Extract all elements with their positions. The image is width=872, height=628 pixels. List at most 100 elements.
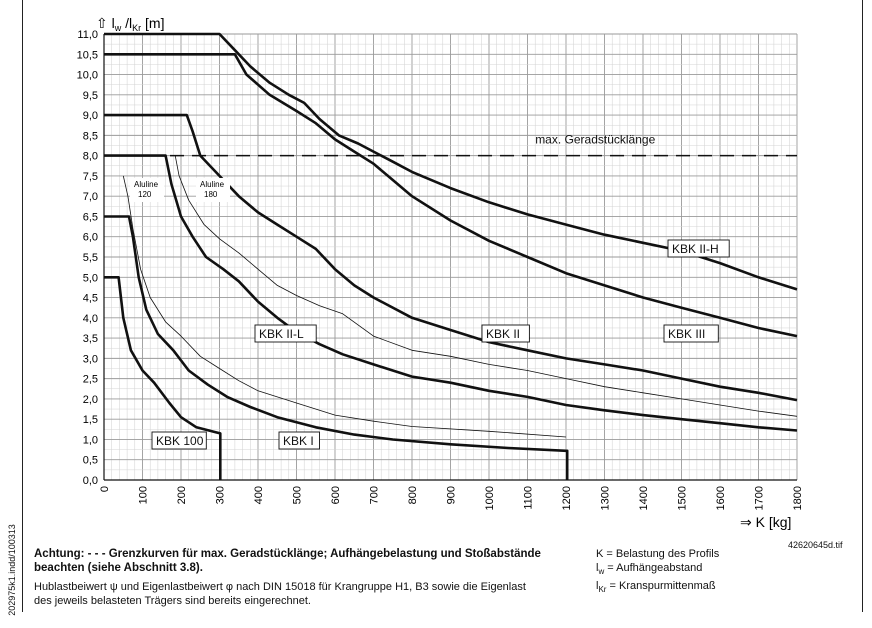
x-tick-label: 600 xyxy=(330,486,342,504)
series-line-kbk-ii xyxy=(104,113,798,402)
y-tick-label: 5,5 xyxy=(83,252,98,264)
y-tick-label: 0,5 xyxy=(83,455,98,467)
aluline-label-bg-aluline-180 xyxy=(196,178,230,202)
series-line-kbk-iii xyxy=(104,53,798,338)
y-tick-label: 4,5 xyxy=(83,293,98,305)
y-tick-label: 1,5 xyxy=(83,414,98,426)
coefficient-note: Hublastbeiwert ψ und Eigenlastbeiwert φ … xyxy=(34,580,526,608)
y-tick-label: 1,0 xyxy=(83,434,98,446)
legend-lw-text: = Aufhängeabstand xyxy=(604,562,703,574)
y-tick-label: 4,0 xyxy=(83,313,98,325)
series-line-kbk-ii-h xyxy=(104,32,798,291)
symbol-legend: K = Belastung des Profils lw = Aufhängea… xyxy=(596,547,719,597)
curve-label-kbk-ii-l: KBK II-L xyxy=(259,327,304,341)
aluline-label-aluline-180: Aluline xyxy=(200,180,225,189)
legend-lw-symbol: l xyxy=(596,562,599,574)
y-axis-label-part: w xyxy=(114,23,122,33)
curve-label-box-kbk-ii-l xyxy=(254,324,317,343)
series-line-aluline-180 xyxy=(174,155,798,417)
curve-label-box-kbk-i xyxy=(278,431,320,450)
warning-text: Achtung: - - - Grenzkurven für max. Gera… xyxy=(34,547,541,575)
x-tick-label: 1400 xyxy=(638,486,650,510)
curve-label-kbk-ii-h: KBK II-H xyxy=(672,242,719,256)
y-tick-label: 10,0 xyxy=(77,70,98,82)
note-line-2: des jeweils belasteten Trägers sind bere… xyxy=(34,595,311,607)
chart-frame-left xyxy=(22,0,23,612)
x-tick-label: 1600 xyxy=(715,486,727,510)
x-tick-label: 400 xyxy=(253,486,265,504)
legend-lkr: lKr = Kranspurmittenmaß xyxy=(596,579,719,597)
y-axis-arrow: ⇧ xyxy=(96,15,112,31)
x-axis-label: ⇒ K [kg] xyxy=(740,514,791,530)
y-tick-label: 6,5 xyxy=(83,211,98,223)
y-tick-label: 8,5 xyxy=(83,130,98,142)
curve-label-kbk-i: KBK I xyxy=(283,434,314,448)
y-axis-label-part: /l xyxy=(121,15,132,31)
y-tick-label: 2,0 xyxy=(83,394,98,406)
aluline-label-value-aluline-120: 120 xyxy=(138,190,152,199)
warning-line-2: beachten (siehe Abschnitt 3.8). xyxy=(34,562,203,574)
curve-label-box-kbk-ii xyxy=(481,324,530,343)
y-axis-label-part: Kr xyxy=(132,23,141,33)
x-tick-label: 800 xyxy=(407,486,419,504)
x-tick-label: 1200 xyxy=(561,486,573,510)
file-reference: 42620645d.tif xyxy=(788,540,843,550)
curve-label-box-kbk-ii-h xyxy=(667,239,730,258)
warning-line-1: Achtung: - - - Grenzkurven für max. Gera… xyxy=(34,548,541,560)
y-tick-label: 7,5 xyxy=(83,171,98,183)
y-tick-label: 6,0 xyxy=(83,232,98,244)
legend-lkr-symbol: l xyxy=(596,580,599,593)
legend-lw-subscript: w xyxy=(598,567,605,577)
y-tick-label: 11,0 xyxy=(77,29,98,41)
x-tick-label: 0 xyxy=(99,486,111,492)
curve-label-kbk-iii: KBK III xyxy=(668,327,705,341)
legend-lkr-text: = Kranspurmittenmaß xyxy=(606,580,716,593)
x-tick-label: 200 xyxy=(176,486,188,504)
curve-label-box-kbk-100 xyxy=(151,431,207,450)
curve-label-kbk-ii: KBK II xyxy=(486,327,520,341)
legend-lw: lw = Aufhängeabstand xyxy=(596,561,719,579)
y-tick-label: 9,5 xyxy=(83,90,98,102)
x-tick-label: 500 xyxy=(292,486,304,504)
curve-label-kbk-100: KBK 100 xyxy=(156,434,204,448)
legend-k: K = Belastung des Profils xyxy=(596,548,720,560)
series-line-kbk-ii-l xyxy=(104,154,798,432)
y-axis-label-part: [m] xyxy=(141,15,164,31)
aluline-label-bg-aluline-120 xyxy=(130,178,164,202)
y-tick-label: 9,0 xyxy=(83,110,98,122)
y-tick-label: 3,5 xyxy=(83,333,98,345)
max-straight-length-label: max. Geradstücklänge xyxy=(535,133,655,147)
series-line-kbk-i xyxy=(104,215,569,480)
x-tick-label: 1000 xyxy=(484,486,496,510)
y-tick-label: 0,0 xyxy=(83,475,98,487)
max-straight-length-line: max. Geradstücklänge xyxy=(104,133,797,157)
aluline-label-aluline-120: Aluline xyxy=(134,180,159,189)
y-tick-label: 10,5 xyxy=(77,49,98,61)
y-tick-label: 8,0 xyxy=(83,151,98,163)
x-tick-label: 700 xyxy=(369,486,381,504)
x-tick-label: 1500 xyxy=(677,486,689,510)
chart-axes: 0,0 0,5 1,0 1,5 2,0 2,5 3,0 3,5 4,0 4,5 5,0 5,5 6,0 6… xyxy=(77,15,804,530)
y-axis-label-part: l xyxy=(112,15,115,31)
y-tick-label: 5,0 xyxy=(83,272,98,284)
x-tick-label: 300 xyxy=(215,486,227,504)
series-line-kbk-100 xyxy=(104,276,222,480)
y-axis-label: ⇧ lw /lKr [m] xyxy=(96,15,164,33)
x-tick-label: 900 xyxy=(446,486,458,504)
chart-frame-right xyxy=(862,0,863,612)
y-tick-label: 7,0 xyxy=(83,191,98,203)
document-side-code: 202975k1.indd/100313 xyxy=(6,524,17,616)
y-tick-label: 3,0 xyxy=(83,353,98,365)
aluline-label-value-aluline-180: 180 xyxy=(204,190,218,199)
legend-lkr-subscript: Kr xyxy=(598,585,607,595)
x-tick-label: 1100 xyxy=(523,486,535,510)
x-tick-label: 1800 xyxy=(792,486,804,510)
y-tick-label: 2,5 xyxy=(83,374,98,386)
x-tick-label: 1700 xyxy=(754,486,766,510)
series-line-aluline-120 xyxy=(122,175,567,438)
x-tick-label: 100 xyxy=(138,486,150,504)
chart-curve-labels: KBK 100 KBK I KBK II-L KBK II KBK III KBK II-… xyxy=(130,178,730,450)
x-tick-label: 1300 xyxy=(600,486,612,510)
curve-label-box-kbk-iii xyxy=(663,324,719,343)
